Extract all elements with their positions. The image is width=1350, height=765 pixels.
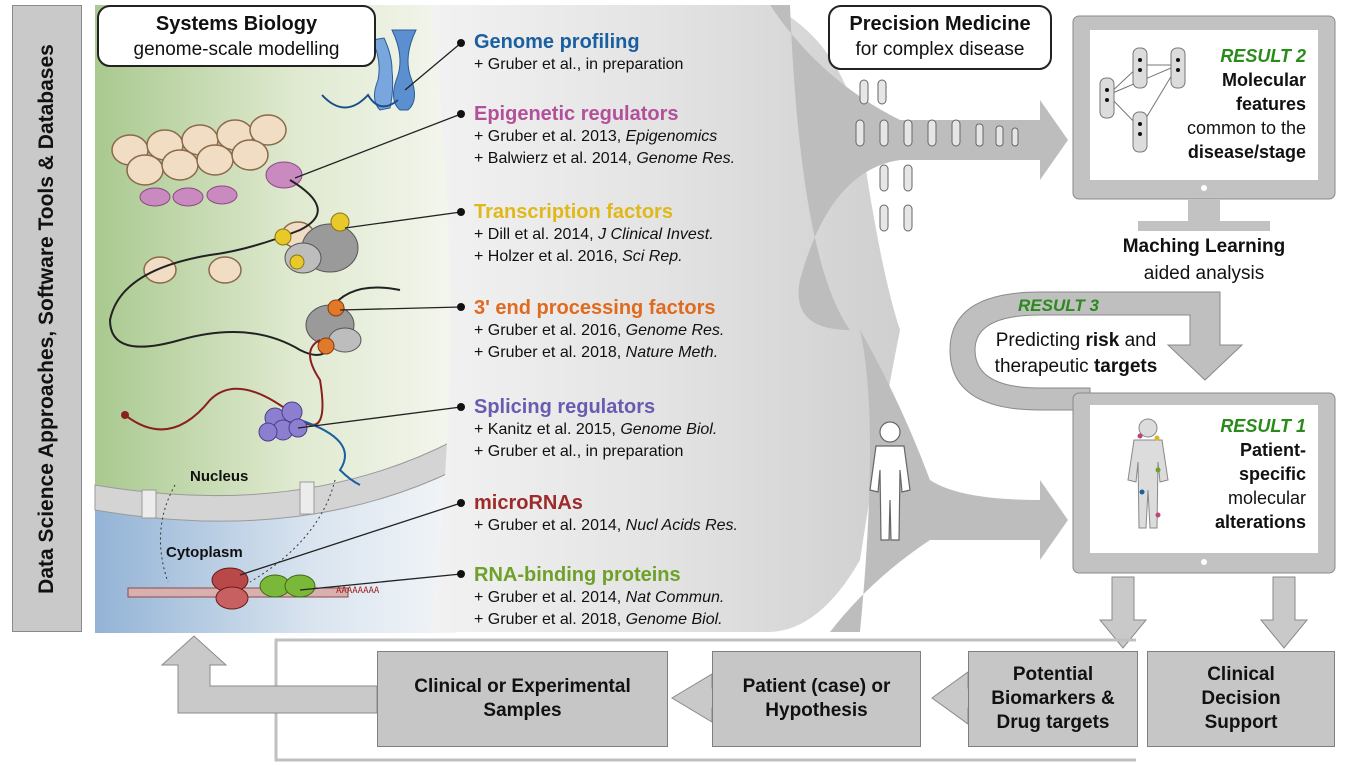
samples-box: Clinical or Experimental Samples [377,651,668,747]
machine-learning-title: Maching Learning [1122,236,1286,257]
result3-loop [949,291,1244,411]
network-nodes [1105,58,1180,136]
machine-learning-subtitle: aided analysis [1143,263,1265,284]
result1-line: molecular [1227,488,1306,508]
nuclear-pore-2 [299,481,315,515]
regulator-reference: + Holzer et al. 2016, Sci Rep. [474,248,683,265]
regulator-reference: + Gruber et al. 2013, Epigenomics [474,128,718,145]
result1-line: alterations [1214,512,1306,532]
result2-line: features [1235,94,1306,114]
regulator-reference: + Gruber et al. 2018, Nature Meth. [474,344,719,361]
regulator-reference: + Gruber et al. 2018, Genome Biol. [474,611,723,628]
machine-learning-label: Maching Learning aided analysis [1093,233,1315,287]
biomarkers-box: Potential Biomarkers & Drug targets [968,651,1138,747]
result1-text: RESULT 1 Patient- specific molecular alt… [1175,414,1306,534]
systems-biology-title: Systems Biology [155,13,318,35]
dna-strand [321,93,399,109]
patient-body-icon [1127,418,1169,529]
regulator-genome: Genome profiling + Gruber et al., in pre… [474,30,683,76]
down-arrow-biomarkers [1098,576,1148,649]
result2-text: RESULT 2 Molecular features common to th… [1160,44,1306,164]
funnel-to-result2 [770,5,1068,330]
nucleus-region [95,5,455,496]
result2-line: disease/stage [1187,142,1306,162]
regulator-reference: + Gruber et al. 2014, Nat Commun. [474,589,725,606]
side-label-bar: Data Science Approaches, Software Tools … [12,5,82,632]
regulator-reference: + Kanitz et al. 2015, Genome Biol. [474,421,718,438]
result1-heading: RESULT 1 [1220,416,1306,436]
precision-medicine-subtitle: for complex disease [855,39,1025,60]
regulator-microrna: microRNAs + Gruber et al. 2014, Nucl Aci… [474,491,738,537]
regulator-reference: + Gruber et al. 2014, Nucl Acids Res. [474,517,738,534]
result3-text: Predicting risk and therapeutic targets [978,328,1174,380]
rna-loop [299,419,361,486]
nucleus-label: Nucleus [190,468,249,485]
down-arrow-decision [1259,576,1309,649]
regulator-name: Genome profiling [474,31,640,53]
systems-biology-bubble: Systems Biology genome-scale modelling [97,5,376,67]
result1-line: specific [1238,464,1306,484]
single-patient-icon [869,421,911,541]
nuclear-pore-1 [141,489,157,519]
regulator-reference: + Gruber et al. 2016, Genome Res. [474,322,725,339]
patient-cohort-icons [855,79,1019,232]
precision-medicine-title: Precision Medicine [849,13,1031,35]
rbp-proteins [259,574,316,598]
precision-medicine-bubble: Precision Medicine for complex disease [828,5,1052,70]
spliceosome [258,401,308,442]
regulator-name: Splicing regulators [474,396,656,418]
regulator-reference: + Balwierz et al. 2014, Genome Res. [474,150,736,167]
regulator-3end: 3' end processing factors + Gruber et al… [474,296,724,364]
regulator-splicing: Splicing regulators + Kanitz et al. 2015… [474,395,717,463]
decision-support-box: Clinical Decision Support [1147,651,1335,747]
regulator-name: Epigenetic regulators [474,103,679,125]
result2-line: common to the [1186,118,1306,138]
result2-line: Molecular [1221,70,1306,90]
regulator-name: Transcription factors [474,201,673,223]
ribosome [211,567,249,610]
poly-a-tail: AAAAAAAA [336,586,380,596]
regulator-epigenetic: Epigenetic regulators + Gruber et al. 20… [474,102,735,170]
regulator-reference: + Dill et al. 2014, J Clinical Invest. [474,226,714,243]
arrow-samples-to-start [160,635,378,714]
regulator-name: microRNAs [474,492,583,514]
result2-heading: RESULT 2 [1220,46,1306,66]
regulator-rbp: RNA-binding proteins + Gruber et al. 201… [474,563,724,631]
regulator-reference: + Gruber et al., in preparation [474,443,684,460]
chromosome-icon [371,29,417,111]
systems-biology-subtitle: genome-scale modelling [133,39,340,60]
regulator-name: RNA-binding proteins [474,564,681,586]
result3-line-2: therapeutic targets [994,356,1158,377]
pointer-dots [457,39,465,578]
regulator-tf: Transcription factors + Dill et al. 2014… [474,200,714,268]
regulator-name: 3' end processing factors [474,297,716,319]
hypothesis-box: Patient (case) or Hypothesis [712,651,921,747]
pointer-lines [239,42,462,591]
result3-heading: RESULT 3 [1018,296,1099,315]
funnel-to-result1 [830,330,1068,632]
cytoplasm-label: Cytoplasm [166,544,243,561]
export-arrow-1 [160,484,176,583]
regulator-reference: + Gruber et al., in preparation [474,56,684,73]
alteration-markers [1137,433,1161,518]
result3-line-1: Predicting risk and [995,330,1157,351]
information-fan [430,5,900,632]
cleavage-complex [305,299,362,355]
arrow-hypothesis-to-samples [671,673,716,723]
result1-line: Patient- [1239,440,1306,460]
tf-complex [274,212,359,274]
